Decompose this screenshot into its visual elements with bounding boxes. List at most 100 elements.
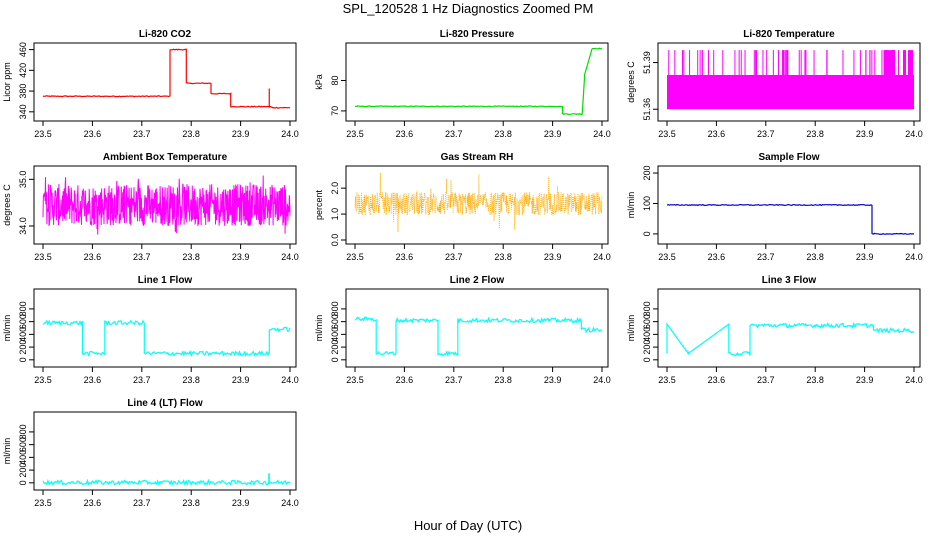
panel-10: Line 4 (LT) Flow 23.5 23.6 23.7 23.8 23.9 24.0… <box>2 398 299 508</box>
x-tick-label: 23.5 <box>658 129 676 139</box>
panel-frame <box>657 165 921 245</box>
series-spike-block <box>908 50 912 75</box>
panel-title: Gas Stream RH <box>441 152 514 163</box>
y-tick-label: 420 <box>18 63 28 78</box>
y-tick-label: 0.0 <box>330 234 340 247</box>
y-axis-label: degrees C <box>2 184 12 226</box>
x-tick-label: 23.5 <box>34 498 52 508</box>
y-tick-label: 800 <box>642 301 652 316</box>
y-axis-label: ml/min <box>626 192 636 219</box>
y-tick-label: 51.39 <box>642 51 652 74</box>
panel-frame <box>33 288 297 368</box>
panel-6: Sample Flow 23.5 23.6 23.7 23.8 23.9 24.0 0 100 2… <box>626 152 923 262</box>
x-tick-label: 23.9 <box>232 498 250 508</box>
y-tick-label: 35.0 <box>18 171 28 189</box>
x-tick-label: 24.0 <box>593 129 611 139</box>
x-tick-label: 23.9 <box>856 375 874 385</box>
panel-title: Line 3 Flow <box>762 275 817 286</box>
series-spike-block <box>890 50 894 75</box>
x-tick-label: 23.8 <box>494 129 512 139</box>
y-axis-label: Licor ppm <box>2 62 12 102</box>
x-tick-label: 23.6 <box>84 252 102 262</box>
series-line <box>42 473 291 487</box>
panel-frame <box>33 165 297 245</box>
series-spike-block <box>887 50 891 75</box>
y-tick-label: 0 <box>18 357 28 362</box>
x-tick-label: 24.0 <box>281 375 299 385</box>
x-tick-label: 23.8 <box>494 252 512 262</box>
x-tick-label: 23.8 <box>806 252 824 262</box>
panel-title: Line 4 (LT) Flow <box>127 398 203 409</box>
y-tick-label: 51.36 <box>642 98 652 121</box>
panel-title: Ambient Box Temperature <box>103 152 228 163</box>
x-tick-label: 23.8 <box>182 498 200 508</box>
panel-5: Gas Stream RH 23.5 23.6 23.7 23.8 23.9 24.0 0.0… <box>314 152 611 262</box>
figure-title: SPL_120528 1 Hz Diagnostics Zoomed PM <box>342 1 594 16</box>
y-tick-label: 600 <box>330 314 340 329</box>
y-tick-label: 2.0 <box>330 182 340 195</box>
panel-9: Line 3 Flow 23.5 23.6 23.7 23.8 23.9 24.0 0 2004… <box>626 275 923 385</box>
panel-title: Li-820 Temperature <box>743 29 835 40</box>
panel-frame <box>345 165 609 245</box>
series-line <box>354 316 603 358</box>
panel-1: Li-820 CO2 23.5 23.6 23.7 23.8 23.9 24.0 340 380… <box>2 29 299 139</box>
x-tick-label: 23.5 <box>34 375 52 385</box>
y-tick-label: 400 <box>18 327 28 342</box>
x-tick-label: 23.5 <box>34 129 52 139</box>
panel-4: Ambient Box Temperature 23.5 23.6 23.7 23.8 2… <box>2 152 299 262</box>
y-tick-label: 200 <box>18 340 28 355</box>
panel-frame <box>33 42 297 122</box>
series-line <box>354 47 603 116</box>
x-tick-label: 23.8 <box>806 129 824 139</box>
x-tick-label: 24.0 <box>593 375 611 385</box>
x-tick-label: 23.8 <box>182 252 200 262</box>
x-tick-label: 23.5 <box>658 252 676 262</box>
panel-3: Li-820 Temperature 23.5 23.6 23.7 23.8 23.9 24… <box>626 29 923 139</box>
x-tick-label: 23.7 <box>757 375 775 385</box>
y-tick-label: 380 <box>18 84 28 99</box>
series-line <box>42 319 291 358</box>
y-tick-label: 100 <box>642 196 652 211</box>
y-tick-label: 600 <box>18 437 28 452</box>
y-tick-label: 0 <box>18 480 28 485</box>
x-tick-label: 23.6 <box>708 252 726 262</box>
y-tick-label: 400 <box>330 327 340 342</box>
y-tick-label: 800 <box>18 301 28 316</box>
panel-frame <box>345 288 609 368</box>
y-axis-label: percent <box>314 189 324 220</box>
y-axis-label: kPa <box>314 74 324 90</box>
panel-frame <box>657 42 921 122</box>
y-tick-label: 600 <box>642 314 652 329</box>
series-spike-block <box>910 50 914 75</box>
x-tick-label: 23.9 <box>544 375 562 385</box>
x-tick-label: 23.5 <box>346 375 364 385</box>
y-tick-label: 200 <box>642 340 652 355</box>
x-tick-label: 24.0 <box>905 129 923 139</box>
y-axis-label: degrees C <box>626 61 636 103</box>
x-tick-label: 23.9 <box>856 129 874 139</box>
series-line <box>666 321 915 357</box>
x-tick-label: 24.0 <box>905 375 923 385</box>
x-tick-label: 23.7 <box>757 129 775 139</box>
x-tick-label: 23.6 <box>396 252 414 262</box>
y-tick-label: 600 <box>18 314 28 329</box>
y-tick-label: 400 <box>18 450 28 465</box>
x-tick-label: 23.8 <box>182 129 200 139</box>
x-tick-label: 23.9 <box>544 252 562 262</box>
y-tick-label: 34.0 <box>18 217 28 235</box>
y-tick-label: 340 <box>18 104 28 119</box>
y-tick-label: 400 <box>642 327 652 342</box>
panel-frame <box>33 411 297 491</box>
panel-title: Li-820 Pressure <box>440 29 515 40</box>
x-tick-label: 23.9 <box>232 252 250 262</box>
x-tick-label: 24.0 <box>281 129 299 139</box>
x-tick-label: 23.6 <box>84 498 102 508</box>
x-tick-label: 24.0 <box>281 498 299 508</box>
x-tick-label: 24.0 <box>593 252 611 262</box>
x-tick-label: 23.7 <box>757 252 775 262</box>
panel-title: Line 1 Flow <box>138 275 193 286</box>
x-tick-label: 23.6 <box>84 375 102 385</box>
y-tick-label: 0 <box>642 231 652 236</box>
